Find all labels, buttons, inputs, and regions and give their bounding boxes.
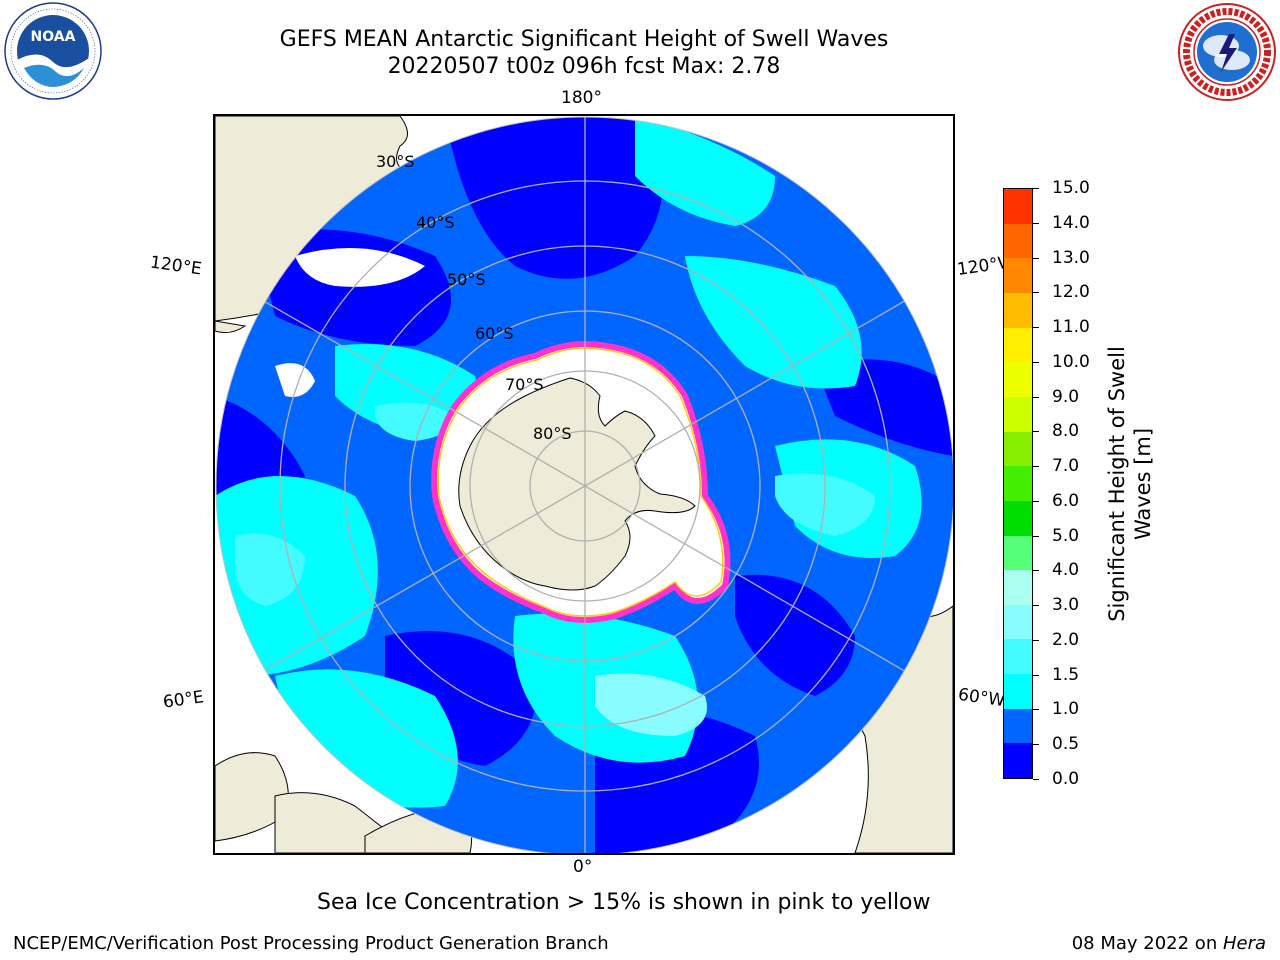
chart-subtitle: 20220507 t00z 096h fcst Max: 2.78 xyxy=(387,54,781,79)
colorbar-tick-label: 5.0 xyxy=(1052,525,1080,546)
colorbar-segment xyxy=(1004,327,1032,363)
footer-date: 08 May 2022 on Hera xyxy=(1072,933,1266,954)
colorbar-tick-label: 7.0 xyxy=(1052,456,1080,477)
colorbar-segment xyxy=(1004,431,1032,467)
colorbar-tick-label: 1.5 xyxy=(1052,664,1080,685)
footer-date-text: 08 May 2022 on xyxy=(1071,933,1223,954)
colorbar-tick-label: 0.5 xyxy=(1052,734,1080,755)
lat-label-70s: 70°S xyxy=(505,375,544,394)
colorbar-tick-label: 9.0 xyxy=(1052,386,1080,407)
colorbar-segment xyxy=(1004,396,1032,432)
colorbar-tick xyxy=(1033,431,1039,433)
lon-label-60e: 60°E xyxy=(161,687,206,713)
lat-label-40s: 40°S xyxy=(416,213,455,232)
colorbar-segment xyxy=(1004,293,1032,328)
colorbar-segment xyxy=(1004,535,1032,571)
colorbar-tick xyxy=(1033,222,1039,224)
sea-ice-caption: Sea Ice Concentration > 15% is shown in … xyxy=(317,890,931,915)
colorbar-segment xyxy=(1004,189,1032,224)
colorbar-tick xyxy=(1033,361,1039,363)
colorbar-segment xyxy=(1004,604,1032,640)
colorbar-tick xyxy=(1033,257,1039,259)
colorbar-tick xyxy=(1033,709,1039,711)
colorbar-tick-label: 0.0 xyxy=(1052,769,1080,789)
footer-credit: NCEP/EMC/Verification Post Processing Pr… xyxy=(13,933,609,954)
colorbar-segment xyxy=(1004,362,1032,397)
colorbar-tick xyxy=(1033,466,1039,468)
colorbar-title: Significant Height of Swell Waves [m] xyxy=(1104,346,1156,622)
colorbar-tick-label: 1.0 xyxy=(1052,699,1080,720)
colorbar-tick-label: 11.0 xyxy=(1052,317,1090,338)
lon-label-120e: 120°E xyxy=(148,252,203,280)
colorbar-tick-label: 15.0 xyxy=(1052,178,1090,198)
colorbar-segment xyxy=(1004,743,1032,778)
colorbar-tick xyxy=(1033,779,1039,780)
nws-logo xyxy=(1177,2,1277,102)
polar-map xyxy=(213,114,955,855)
colorbar-tick xyxy=(1033,570,1039,572)
colorbar-title-line1: Significant Height of Swell xyxy=(1105,346,1129,622)
colorbar xyxy=(1003,188,1033,779)
colorbar-tick xyxy=(1033,674,1039,676)
colorbar-tick xyxy=(1033,500,1039,502)
colorbar-segment xyxy=(1004,258,1032,294)
colorbar-tick xyxy=(1033,396,1039,398)
colorbar-segment xyxy=(1004,500,1032,536)
colorbar-tick-label: 14.0 xyxy=(1052,212,1090,233)
colorbar-tick-label: 4.0 xyxy=(1052,560,1080,581)
colorbar-tick-label: 12.0 xyxy=(1052,282,1090,303)
colorbar-tick-label: 10.0 xyxy=(1052,351,1090,372)
noaa-logo-text: NOAA xyxy=(31,29,76,45)
colorbar-segment xyxy=(1004,674,1032,709)
colorbar-segment xyxy=(1004,223,1032,259)
noaa-logo: NOAA xyxy=(4,2,102,100)
colorbar-tick xyxy=(1033,535,1039,537)
colorbar-tick-label: 3.0 xyxy=(1052,595,1080,616)
lat-label-80s: 80°S xyxy=(533,424,572,443)
colorbar-title-line2: Waves [m] xyxy=(1131,427,1155,541)
colorbar-tick xyxy=(1033,605,1039,607)
colorbar-tick-label: 8.0 xyxy=(1052,421,1080,442)
colorbar-segment xyxy=(1004,639,1032,675)
lon-label-0: 0° xyxy=(573,857,593,877)
lat-label-60s: 60°S xyxy=(475,324,514,343)
antarctica-land xyxy=(458,377,696,591)
colorbar-tick xyxy=(1033,327,1039,329)
lon-label-180: 180° xyxy=(561,88,602,108)
colorbar-tick xyxy=(1033,292,1039,294)
colorbar-tick xyxy=(1033,188,1039,189)
colorbar-tick-label: 2.0 xyxy=(1052,629,1080,650)
colorbar-tick-label: 13.0 xyxy=(1052,247,1090,268)
lon-label-60w: 60°W xyxy=(956,684,1007,712)
colorbar-tick-label: 6.0 xyxy=(1052,490,1080,511)
colorbar-segment xyxy=(1004,570,1032,605)
graticule xyxy=(216,117,953,853)
colorbar-segment xyxy=(1004,466,1032,501)
colorbar-tick xyxy=(1033,639,1039,641)
colorbar-segment xyxy=(1004,708,1032,744)
footer-host: Hera xyxy=(1222,933,1266,954)
lat-label-30s: 30°S xyxy=(376,152,415,171)
colorbar-tick xyxy=(1033,744,1039,746)
map-canvas xyxy=(215,116,953,853)
chart-title: GEFS MEAN Antarctic Significant Height o… xyxy=(279,27,889,52)
lat-label-50s: 50°S xyxy=(447,270,486,289)
